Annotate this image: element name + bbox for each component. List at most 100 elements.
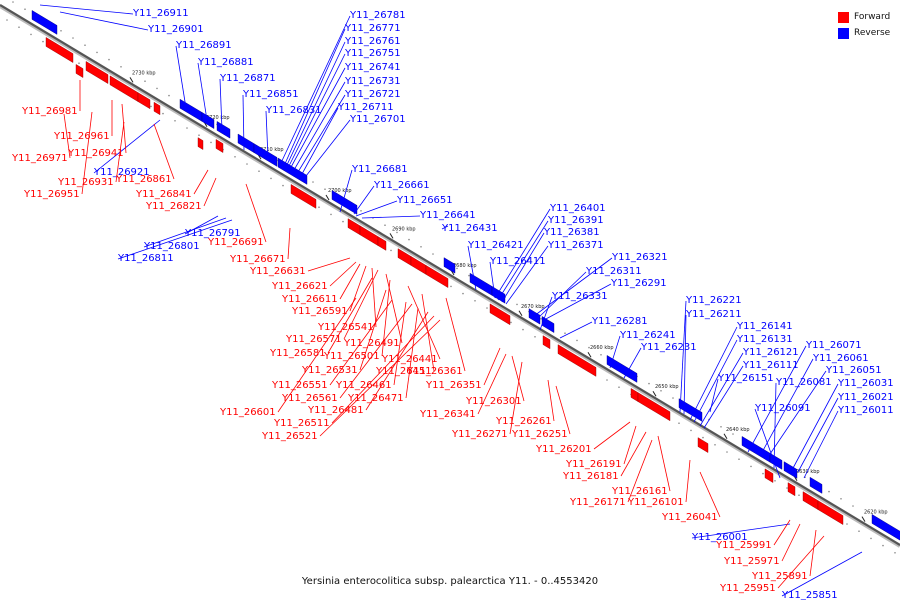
reverse-gene-label: Y11_26331: [551, 291, 608, 302]
forward-gene-label: Y11_26261: [495, 416, 552, 427]
forward-gene-label: Y11_25991: [715, 540, 772, 551]
backbone-dot: [282, 184, 284, 187]
reverse-gene-leader: [59, 11, 149, 31]
reverse-gene-block: [491, 286, 506, 304]
forward-gene-label: Y11_26541: [317, 322, 374, 333]
reverse-gene-leader: [691, 523, 791, 539]
reverse-gene-leader: [339, 169, 353, 213]
reverse-gene-label: Y11_26661: [373, 180, 430, 191]
forward-gene-leader: [593, 421, 631, 450]
forward-gene-label: Y11_26511: [273, 418, 330, 429]
reverse-gene-label: Y11_26211: [685, 309, 742, 320]
forward-gene-block: [637, 392, 671, 422]
backbone-dot: [132, 73, 134, 75]
reverse-gene-block: [253, 143, 278, 167]
reverse-gene-label: Y11_26011: [837, 405, 894, 416]
forward-gene-label: Y11_26041: [661, 512, 718, 523]
reverse-gene-block: [216, 121, 231, 139]
reverse-gene-block: [606, 355, 638, 383]
reverse-gene-block: [443, 257, 456, 274]
reverse-gene-leader: [494, 208, 551, 299]
forward-gene-block: [290, 184, 317, 209]
reverse-gene-leader: [305, 119, 351, 177]
backbone-dot: [750, 465, 752, 468]
backbone-dot: [78, 62, 80, 64]
backbone-dot: [864, 512, 866, 514]
backbone-dot: [732, 433, 734, 435]
backbone-dot: [30, 33, 32, 36]
reverse-gene-block: [277, 157, 308, 185]
forward-gene-label: Y11_26691: [207, 237, 264, 248]
forward-gene-block-shape: [542, 335, 551, 350]
reverse-gene-label: Y11_26901: [147, 24, 204, 35]
reverse-swatch: [838, 27, 849, 39]
backbone-dot: [702, 436, 704, 439]
forward-gene-leader: [445, 297, 466, 372]
forward-gene-label: Y11_26941: [67, 148, 124, 159]
backbone-dot: [858, 530, 860, 532]
backbone-dot: [534, 336, 536, 338]
forward-gene-leader: [781, 523, 801, 562]
reverse-gene-leader: [467, 245, 477, 291]
forward-gene-leader: [405, 307, 419, 399]
backbone-dot: [270, 177, 272, 180]
forward-gene-leader: [699, 471, 721, 518]
forward-gene-block-shape: [197, 137, 204, 150]
reverse-gene-label: Y11_26311: [585, 266, 642, 277]
reverse-gene-leader: [699, 352, 744, 427]
reverse-gene-leader: [791, 383, 839, 471]
reverse-gene-leader: [285, 41, 346, 168]
forward-gene-leader: [620, 431, 647, 477]
backbone-dot: [96, 51, 98, 54]
reverse-gene-leader: [505, 245, 549, 305]
forward-gene-leader: [777, 535, 825, 589]
forward-gene-leader: [343, 269, 379, 340]
axis-tick: [723, 433, 728, 440]
forward-gene-block-shape: [787, 482, 796, 497]
forward-gene-leader: [329, 261, 357, 287]
reverse-gene-label: Y11_26391: [547, 215, 604, 226]
backbone-dot: [774, 480, 776, 482]
backbone-dot: [690, 429, 692, 432]
forward-gene-leader: [393, 301, 407, 386]
reverse-gene-leader: [683, 314, 687, 415]
reverse-gene-leader: [361, 215, 421, 219]
backbone-dot: [516, 303, 518, 306]
forward-gene-label: Y11_26631: [249, 266, 306, 277]
forward-gene-label: Y11_25971: [723, 556, 780, 567]
forward-gene-block-shape: [153, 101, 161, 116]
backbone-dot: [258, 170, 260, 172]
reverse-gene-leader: [703, 365, 744, 429]
backbone-dot: [18, 26, 20, 29]
forward-gene-label: Y11_26951: [23, 189, 80, 200]
reverse-gene-leader: [287, 53, 346, 169]
axis-tick: [587, 351, 592, 358]
backbone-dot: [162, 112, 164, 115]
forward-gene-block: [425, 265, 449, 288]
forward-gene-block-shape: [45, 37, 74, 63]
backbone-dot: [396, 231, 398, 234]
reverse-gene-label: Y11_26241: [619, 330, 676, 341]
forward-gene-leader: [287, 227, 291, 260]
reverse-gene-block: [678, 398, 703, 422]
forward-gene-leader: [339, 263, 361, 300]
backbone-dot: [168, 94, 170, 97]
forward-gene-leader: [555, 385, 571, 435]
axis-tick-label: 2640 kbp: [726, 427, 750, 433]
backbone-dot: [522, 328, 524, 331]
forward-gene-leader: [477, 353, 507, 415]
reverse-gene-label: Y11_26761: [344, 36, 401, 47]
forward-gene-block-shape: [377, 236, 387, 251]
reverse-gene-label: Y11_26151: [717, 373, 774, 384]
backbone-dot: [726, 451, 728, 453]
reverse-gene-leader: [679, 300, 687, 413]
forward-gene-label: Y11_26531: [301, 365, 358, 376]
backbone-dot: [174, 120, 176, 122]
forward-gene-label: Y11_26601: [219, 407, 276, 418]
backbone-dot: [432, 253, 434, 255]
backbone-dot: [486, 307, 488, 309]
axis-tick-label: 2630 kbp: [796, 469, 820, 475]
backbone-dot: [234, 156, 236, 158]
